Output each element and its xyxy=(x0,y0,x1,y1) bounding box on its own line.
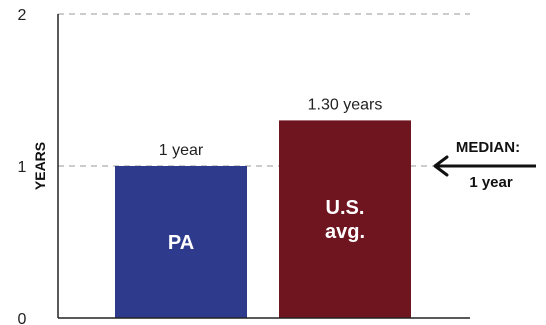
axes: 0 1 2 xyxy=(18,7,470,325)
bar xyxy=(115,166,247,318)
data-label: 1 year xyxy=(159,142,204,159)
data-label: 1.30 years xyxy=(308,96,383,113)
median-annotation-title: MEDIAN: xyxy=(456,139,520,156)
bar xyxy=(279,120,411,319)
y-tick-label: 1 xyxy=(18,159,27,176)
bars: 1 year PA 1.30 years U.S. avg. xyxy=(115,96,411,319)
y-axis-label: YEARS xyxy=(32,142,48,190)
y-tick-label: 0 xyxy=(18,311,27,325)
arrow-head xyxy=(433,155,449,177)
category-label: PA xyxy=(168,232,194,254)
median-annotation-value: 1 year xyxy=(469,174,513,191)
category-label: U.S. avg. xyxy=(325,197,365,243)
left-arrow-icon xyxy=(433,155,536,177)
y-tick-label: 2 xyxy=(18,7,27,24)
median-annotation: MEDIAN: 1 year xyxy=(433,139,536,191)
